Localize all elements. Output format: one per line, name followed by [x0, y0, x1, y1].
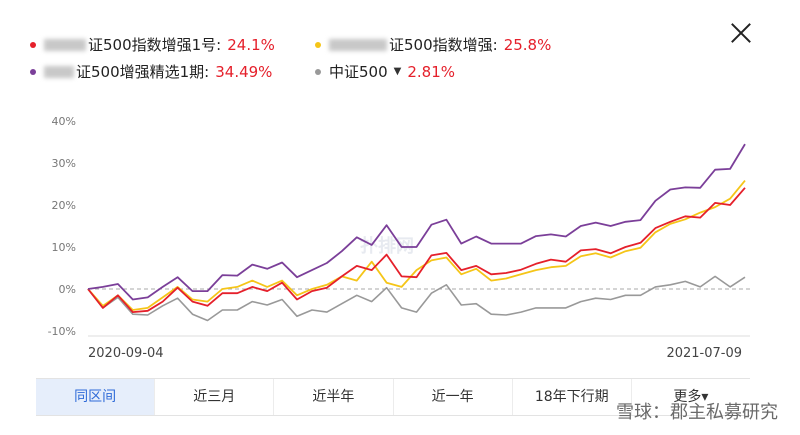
period-tabs: 同区间 近三月 近半年 近一年 18年下行期 更多▾: [36, 378, 750, 416]
legend-label: 中证500: [329, 63, 388, 81]
series-line-3: [87, 187, 746, 314]
dropdown-arrow-icon[interactable]: ▼: [393, 66, 402, 77]
line-chart: 40% 30% 20% 10% 0% -10% 2020-09-04 2021-07-09: [48, 115, 750, 361]
legend-label: 证500指数增强1号:: [88, 36, 222, 54]
legend-item-s4[interactable]: 中证500 ▼ 2.81%: [315, 61, 455, 82]
legend-label: 证500指数增强:: [389, 36, 498, 54]
legend-value: 24.1%: [227, 35, 275, 54]
legend-value: 2.81%: [407, 62, 455, 81]
y-tick-label: 0%: [59, 283, 76, 296]
series-line-1: [87, 143, 746, 301]
legend-item-s2[interactable]: 证500指数增强: 25.8%: [315, 34, 551, 55]
legend-dot-icon: [315, 68, 321, 75]
blurred-name: [44, 38, 86, 51]
legend-value: 34.49%: [215, 62, 273, 81]
legend-dot-icon: [30, 68, 36, 75]
y-tick-label: 30%: [52, 157, 76, 170]
legend-dot-icon: [30, 41, 36, 48]
tab-5[interactable]: 更多▾: [673, 389, 709, 405]
tab-3[interactable]: 近一年: [394, 379, 513, 415]
x-start-label: 2020-09-04: [88, 346, 164, 361]
legend-item-s1[interactable]: 证500指数增强1号: 24.1%: [30, 34, 275, 55]
tab-1[interactable]: 近三月: [155, 379, 275, 415]
legend-item-s3[interactable]: 证500增强精选1期: 34.49%: [30, 61, 272, 82]
legend-label: 证500增强精选1期:: [76, 63, 210, 81]
legend-dot-icon: [315, 41, 321, 48]
watermark: 雪球：郡主私募研究: [616, 402, 778, 423]
x-end-label: 2021-07-09: [666, 346, 742, 361]
y-tick-label: 20%: [52, 199, 76, 212]
series-line-4: [87, 275, 746, 322]
y-tick-label: 40%: [52, 115, 76, 128]
tab-2[interactable]: 近半年: [274, 379, 394, 415]
series-line-2: [87, 180, 746, 311]
tab-0[interactable]: 同区间: [36, 379, 156, 415]
legend-value: 25.8%: [503, 35, 552, 54]
blurred-name: [44, 65, 74, 78]
tab-4[interactable]: 18年下行期: [513, 379, 632, 415]
y-tick-label: 10%: [52, 241, 76, 254]
blurred-name: [329, 38, 387, 51]
legend: 证500指数增强1号: 24.1% 证500指数增强: 25.8% 证500增强…: [30, 0, 630, 82]
y-tick-label: -10%: [48, 325, 76, 338]
